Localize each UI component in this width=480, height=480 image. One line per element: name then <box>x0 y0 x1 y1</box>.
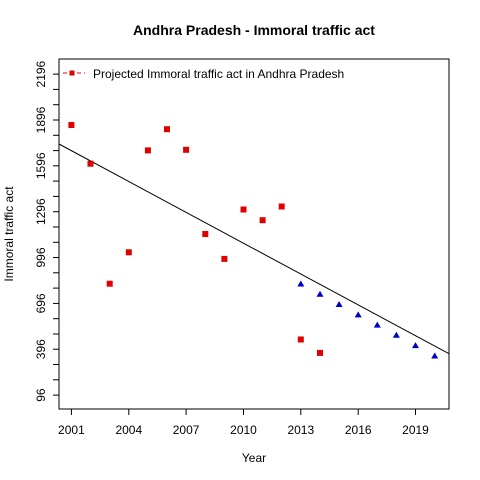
data-point-projected <box>373 321 381 328</box>
data-point-projected <box>431 352 439 359</box>
data-point-observed <box>202 231 209 237</box>
data-point-observed <box>125 249 132 256</box>
y-axis: 96 396 696 996 1296 1596 1896 2196 <box>34 60 59 402</box>
y-tick-label: 396 <box>34 339 48 359</box>
y-tick-label: 1596 <box>34 152 48 179</box>
x-tick-label: 2016 <box>345 423 372 437</box>
x-tick-label: 2013 <box>287 423 314 437</box>
data-point-observed <box>68 122 75 128</box>
data-point-observed <box>278 203 285 210</box>
trend-line-layer <box>58 143 450 355</box>
data-point-observed <box>297 336 304 343</box>
data-point-projected <box>316 290 324 297</box>
data-point-projected <box>354 311 362 318</box>
x-tick-label: 2004 <box>115 423 142 437</box>
trend-line <box>58 143 450 355</box>
y-tick-label: 96 <box>34 388 48 402</box>
data-point-observed <box>259 217 266 224</box>
data-point-observed <box>144 147 151 154</box>
data-point-projected <box>412 342 419 349</box>
legend-marker <box>69 70 75 76</box>
legend-entry-label: Projected Immoral traffic act in Andhra … <box>93 67 344 81</box>
y-axis-label: Immoral traffic act <box>2 186 16 282</box>
x-tick-label: 2010 <box>230 423 257 437</box>
x-tick-label: 2019 <box>402 423 429 437</box>
y-tick-label: 996 <box>34 247 48 267</box>
points-layer <box>68 122 439 359</box>
x-tick-label: 2007 <box>173 423 200 437</box>
data-point-observed <box>317 349 323 356</box>
data-point-projected <box>335 301 343 307</box>
data-point-observed <box>87 160 94 167</box>
chart-title: Andhra Pradesh - Immoral traffic act <box>133 22 375 38</box>
legend: Projected Immoral traffic act in Andhra … <box>63 67 344 81</box>
data-point-observed <box>164 126 170 133</box>
data-point-projected <box>297 280 305 287</box>
y-tick-label: 2196 <box>34 60 48 87</box>
data-point-observed <box>221 255 228 262</box>
data-point-observed <box>106 280 113 287</box>
y-tick-label: 1296 <box>34 198 48 225</box>
data-point-observed <box>183 146 190 153</box>
x-axis-label: Year <box>242 451 266 465</box>
x-tick-label: 2001 <box>58 423 85 437</box>
y-tick-label: 696 <box>34 293 48 313</box>
data-point-projected <box>392 331 400 338</box>
y-tick-label: 1896 <box>34 106 48 133</box>
x-axis: 2001 2004 2007 2010 2013 2016 2019 <box>58 409 429 437</box>
plot-frame <box>58 58 450 410</box>
data-point-observed <box>240 206 247 213</box>
